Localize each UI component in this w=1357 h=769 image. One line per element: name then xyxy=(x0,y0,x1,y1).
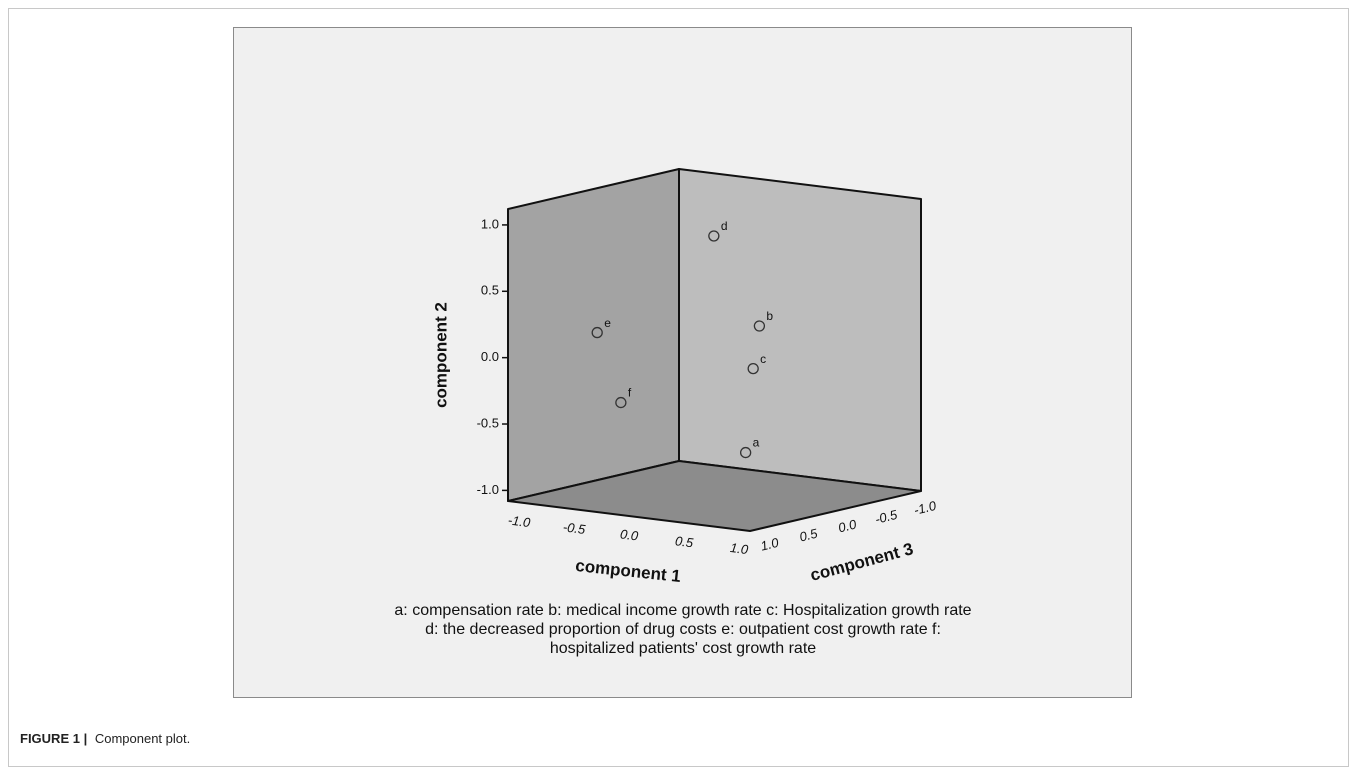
y-tick-label: -0.5 xyxy=(477,415,499,430)
point xyxy=(615,396,627,409)
point-label: f xyxy=(628,386,632,400)
legend-line: hospitalized patients' cost growth rate xyxy=(550,640,816,657)
x-tick-label: 1.0 xyxy=(729,540,750,557)
plot: -1.0 -0.5 0.0 0.5 1.0 -1.0 -0.5 0.0 0.5 1.0 1.0 0.5… xyxy=(431,168,938,586)
y-axis-label: component 2 xyxy=(431,302,450,408)
x-tick-label: 0.0 xyxy=(619,526,640,543)
caption: FIGURE 1 | Component plot. xyxy=(20,731,190,746)
y-tick-label: -1.0 xyxy=(477,482,499,497)
caption-label: FIGURE 1 | xyxy=(20,731,87,746)
x-tick-label: 0.5 xyxy=(674,533,695,550)
legend-line: a: compensation rate b: medical income g… xyxy=(394,602,971,619)
caption-text: Component plot. xyxy=(95,731,190,746)
legend-line: d: the decreased proportion of drug cost… xyxy=(425,621,941,638)
y-tick-label: 0.5 xyxy=(481,283,499,298)
z-tick-label: -0.5 xyxy=(873,507,899,527)
point-label: a xyxy=(753,436,760,450)
point-label: e xyxy=(604,316,611,330)
point xyxy=(747,362,759,375)
z-tick-label: 0.5 xyxy=(798,525,820,544)
y-tick-label: 0.0 xyxy=(481,349,499,364)
right-wall xyxy=(678,168,922,492)
z-tick-label: 1.0 xyxy=(759,535,781,554)
y-tick-label: 1.0 xyxy=(481,216,499,231)
z-tick-label: -1.0 xyxy=(912,498,938,518)
point xyxy=(591,326,603,339)
z-tick-label: 0.0 xyxy=(837,516,859,535)
point xyxy=(739,446,752,459)
point-label: d xyxy=(721,219,728,233)
x-tick-label: -0.5 xyxy=(562,519,587,537)
floor xyxy=(507,460,922,532)
x-tick-label: -1.0 xyxy=(507,512,532,530)
point xyxy=(708,230,720,242)
point-label: c xyxy=(760,352,766,366)
point-label: b xyxy=(766,309,773,323)
point xyxy=(753,320,766,332)
